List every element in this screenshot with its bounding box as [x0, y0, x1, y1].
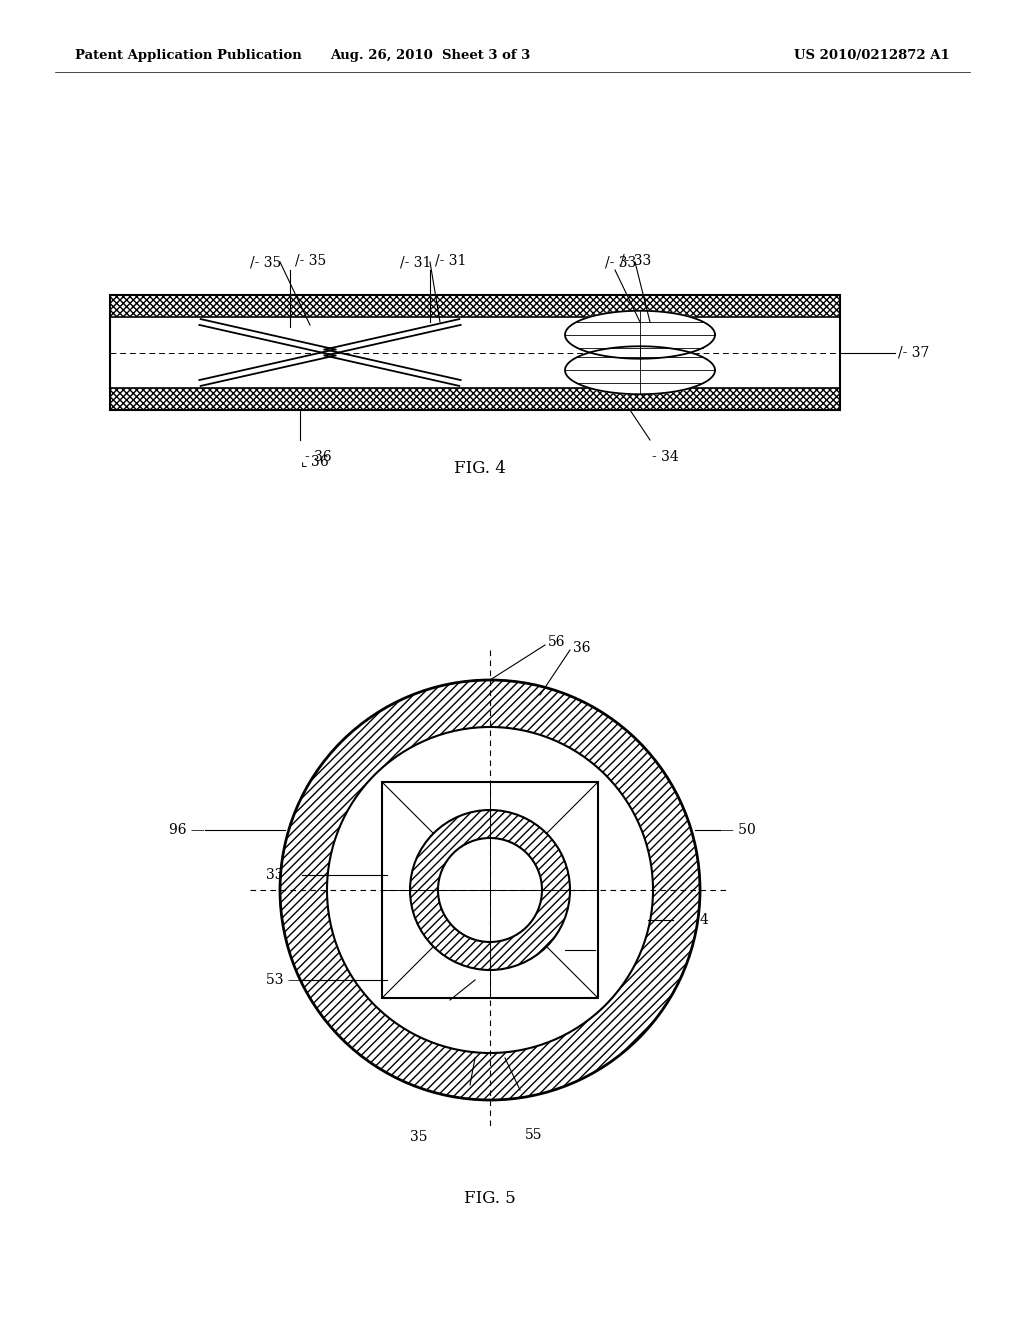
Text: 30: 30: [415, 1026, 432, 1039]
Text: 33 —: 33 —: [266, 869, 302, 882]
Text: Patent Application Publication: Patent Application Publication: [75, 49, 302, 62]
Text: $\llcorner$ 36: $\llcorner$ 36: [300, 453, 330, 469]
Text: 56: 56: [548, 635, 565, 649]
Text: 35: 35: [410, 1130, 427, 1144]
Bar: [110, 294, 840, 411]
Text: 53 —: 53 —: [266, 973, 302, 987]
Bar: [110, 388, 840, 411]
Circle shape: [410, 810, 570, 970]
Circle shape: [280, 680, 700, 1100]
Text: US 2010/0212872 A1: US 2010/0212872 A1: [795, 49, 950, 62]
Text: Aug. 26, 2010  Sheet 3 of 3: Aug. 26, 2010 Sheet 3 of 3: [330, 49, 530, 62]
Text: - 34: - 34: [652, 450, 679, 465]
Text: /- 33: /- 33: [605, 255, 636, 269]
Text: /- 31: /- 31: [400, 255, 431, 269]
Bar: [110, 294, 840, 317]
Text: /- 35: /- 35: [250, 255, 282, 269]
Text: — 34: — 34: [595, 942, 631, 957]
Bar: [382, 781, 598, 998]
Polygon shape: [565, 310, 715, 359]
Text: 55: 55: [525, 1129, 543, 1142]
Text: - 36: - 36: [305, 450, 332, 465]
Text: /- 33: /- 33: [620, 253, 651, 268]
Text: FIG. 5: FIG. 5: [464, 1191, 516, 1206]
Text: /- 37: /- 37: [898, 346, 930, 359]
Text: /- 35: /- 35: [295, 253, 327, 268]
Text: — 50: — 50: [720, 822, 756, 837]
Text: FIG. 4: FIG. 4: [454, 459, 506, 477]
Text: 96 —: 96 —: [169, 822, 205, 837]
Text: 36: 36: [573, 642, 591, 655]
Text: — 54: — 54: [673, 913, 709, 927]
Circle shape: [327, 727, 653, 1053]
Polygon shape: [565, 346, 715, 395]
Circle shape: [438, 838, 542, 942]
Text: /- 31: /- 31: [435, 253, 466, 268]
